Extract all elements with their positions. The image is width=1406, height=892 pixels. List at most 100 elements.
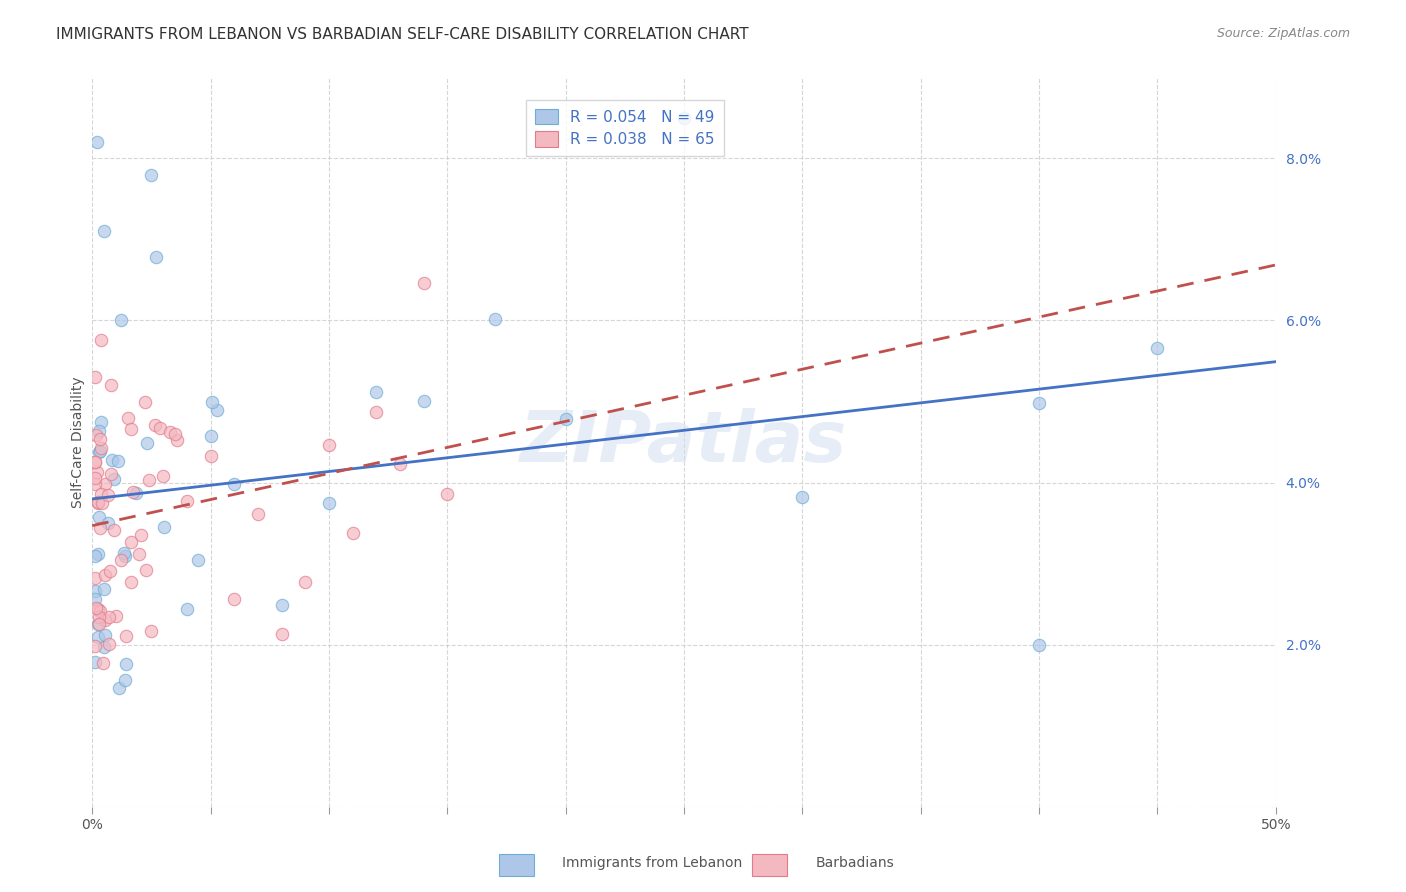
Point bbox=[83, 477, 105, 491]
Point bbox=[152, 468, 174, 483]
Point bbox=[87, 602, 110, 616]
Point bbox=[120, 534, 142, 549]
Point bbox=[107, 681, 129, 696]
Point bbox=[792, 491, 814, 505]
Point bbox=[412, 393, 434, 408]
Point bbox=[87, 616, 110, 631]
Point bbox=[159, 425, 181, 439]
Point bbox=[86, 135, 108, 149]
Point bbox=[107, 454, 129, 468]
Point bbox=[176, 602, 198, 616]
Point bbox=[101, 453, 124, 467]
Point bbox=[89, 432, 111, 446]
Point bbox=[93, 224, 115, 238]
Point bbox=[98, 610, 121, 624]
Point bbox=[83, 572, 105, 586]
Text: ZIPatlas: ZIPatlas bbox=[520, 408, 848, 476]
Point bbox=[83, 655, 105, 669]
Point bbox=[114, 629, 136, 643]
Point bbox=[166, 433, 188, 447]
Point bbox=[97, 488, 120, 502]
Point bbox=[103, 472, 125, 486]
Point bbox=[87, 631, 110, 645]
Text: Immigrants from Lebanon: Immigrants from Lebanon bbox=[562, 855, 742, 870]
Point bbox=[90, 441, 112, 455]
Point bbox=[86, 465, 108, 479]
Point bbox=[97, 637, 120, 651]
Point bbox=[84, 639, 107, 653]
Point bbox=[120, 575, 142, 590]
Point bbox=[1028, 396, 1050, 410]
Point bbox=[83, 549, 105, 563]
Point bbox=[87, 609, 110, 624]
Point bbox=[94, 567, 117, 582]
Point bbox=[205, 403, 228, 417]
Text: IMMIGRANTS FROM LEBANON VS BARBADIAN SELF-CARE DISABILITY CORRELATION CHART: IMMIGRANTS FROM LEBANON VS BARBADIAN SEL… bbox=[56, 27, 749, 42]
Point bbox=[246, 507, 269, 521]
Point bbox=[83, 471, 105, 485]
Point bbox=[83, 370, 105, 384]
Point bbox=[91, 656, 114, 670]
Point bbox=[187, 552, 209, 566]
Point bbox=[87, 496, 110, 510]
Point bbox=[89, 604, 111, 618]
Point bbox=[412, 276, 434, 290]
Point bbox=[121, 484, 143, 499]
Point bbox=[554, 412, 576, 426]
Point bbox=[294, 575, 316, 590]
Point bbox=[145, 251, 167, 265]
Point bbox=[484, 312, 506, 326]
Point bbox=[94, 613, 117, 627]
Point bbox=[90, 334, 112, 348]
Point bbox=[129, 528, 152, 542]
Point bbox=[1028, 638, 1050, 652]
Point bbox=[103, 523, 125, 537]
Point bbox=[366, 385, 388, 400]
Point bbox=[200, 449, 222, 463]
Point bbox=[141, 624, 163, 639]
Point bbox=[366, 405, 388, 419]
Point bbox=[100, 467, 122, 482]
Point bbox=[83, 583, 105, 598]
Point bbox=[84, 600, 107, 615]
Point bbox=[318, 496, 340, 510]
Point bbox=[110, 553, 132, 567]
Point bbox=[90, 415, 112, 429]
Point bbox=[84, 455, 107, 469]
Legend: R = 0.054   N = 49, R = 0.038   N = 65: R = 0.054 N = 49, R = 0.038 N = 65 bbox=[526, 100, 724, 156]
Point bbox=[143, 418, 166, 433]
Point bbox=[89, 521, 111, 535]
Point bbox=[114, 657, 136, 671]
Point bbox=[134, 395, 156, 409]
Point bbox=[98, 565, 121, 579]
Point bbox=[100, 378, 122, 392]
Point bbox=[270, 626, 292, 640]
Point bbox=[200, 429, 222, 443]
Point bbox=[93, 476, 115, 491]
Point bbox=[388, 457, 411, 471]
Point bbox=[87, 494, 110, 508]
Point bbox=[97, 516, 120, 531]
Point bbox=[176, 493, 198, 508]
Point bbox=[125, 486, 148, 500]
Point bbox=[93, 640, 115, 654]
Point bbox=[89, 445, 111, 459]
Text: Source: ZipAtlas.com: Source: ZipAtlas.com bbox=[1216, 27, 1350, 40]
Point bbox=[94, 628, 117, 642]
Point bbox=[114, 673, 136, 687]
Point bbox=[104, 608, 127, 623]
Point bbox=[318, 438, 340, 452]
Point bbox=[201, 395, 224, 409]
Y-axis label: Self-Care Disability: Self-Care Disability bbox=[72, 376, 86, 508]
Point bbox=[120, 422, 142, 436]
Point bbox=[112, 547, 135, 561]
Point bbox=[86, 427, 108, 442]
Point bbox=[86, 616, 108, 631]
Point bbox=[141, 168, 163, 182]
Point bbox=[152, 519, 174, 533]
Point bbox=[436, 486, 458, 500]
Point bbox=[149, 421, 172, 435]
Point bbox=[135, 563, 157, 577]
Point bbox=[89, 443, 111, 458]
Point bbox=[91, 496, 114, 510]
